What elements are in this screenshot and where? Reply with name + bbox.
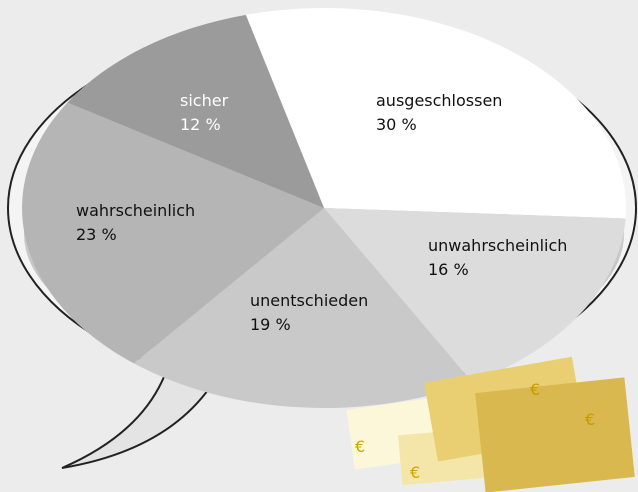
euro-sign: € — [530, 380, 540, 399]
euro-sign: € — [410, 463, 420, 482]
slice-value-label: 30 % — [376, 115, 417, 134]
euro-sign: € — [585, 410, 595, 429]
slice-label: ausgeschlossen — [376, 91, 502, 110]
slice-value-label: 23 % — [76, 225, 117, 244]
pie: ausgeschlossen 30 % unwahrscheinlich 16 % un… — [22, 8, 626, 408]
slice-value-label: 19 % — [250, 315, 291, 334]
chart: ausgeschlossen 30 % unwahrscheinlich 16 % un… — [0, 0, 638, 492]
slice-label: unwahrscheinlich — [428, 236, 567, 255]
slice-label: unentschieden — [250, 291, 368, 310]
slice-value-label: 16 % — [428, 260, 469, 279]
slice-value-label: 12 % — [180, 115, 221, 134]
euro-sign: € — [355, 437, 365, 456]
slice-label: sicher — [180, 91, 229, 110]
slice-label: wahrscheinlich — [76, 201, 195, 220]
